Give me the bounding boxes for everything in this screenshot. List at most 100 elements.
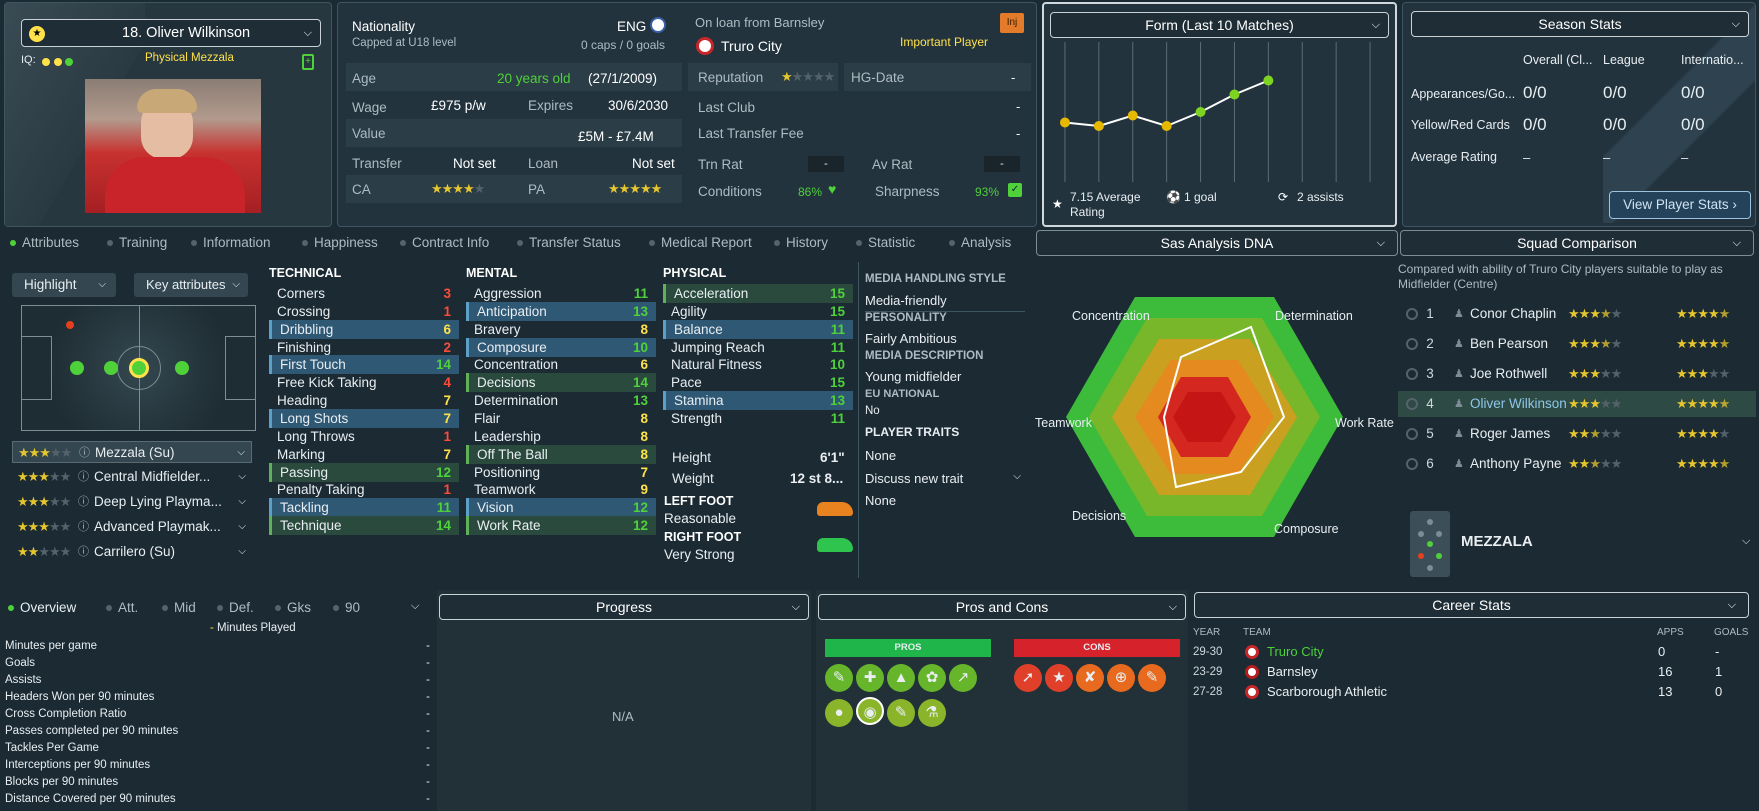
whistle-icon[interactable]: ➚ xyxy=(1014,664,1042,692)
star-icon[interactable]: ★ xyxy=(1045,664,1073,692)
key-attributes-dropdown[interactable]: Key attributes ⌵ xyxy=(134,273,248,297)
tab-happiness[interactable]: Happiness xyxy=(302,235,378,250)
squad-row[interactable]: 4 ♟ Oliver Wilkinson ★★★★★ ★★★★★ xyxy=(1398,391,1756,417)
trend-icon[interactable]: ↗ xyxy=(949,664,977,692)
crosshair-icon[interactable]: ⊕ xyxy=(1107,664,1135,692)
caps-text: 0 caps / 0 goals xyxy=(581,38,666,52)
person-icon: ♟ xyxy=(1454,308,1464,320)
chevron-down-icon[interactable]: ⌵ xyxy=(411,600,420,612)
form-point[interactable] xyxy=(1263,75,1274,86)
form-point[interactable] xyxy=(1127,110,1138,121)
proscons-dropdown[interactable]: Pros and Cons ⌵ xyxy=(818,594,1186,620)
squad-row[interactable]: 5 ♟ Roger James ★★★★★ ★★★★★ xyxy=(1398,421,1756,447)
tab-training[interactable]: Training xyxy=(107,235,167,250)
form-point[interactable] xyxy=(1161,121,1172,131)
radio-icon[interactable] xyxy=(1406,428,1418,440)
overview-tab[interactable]: Overview xyxy=(8,600,76,615)
season-cell: 0/0 xyxy=(1523,83,1547,102)
highlight-dropdown[interactable]: Highlight ⌵ xyxy=(12,273,116,297)
overview-gks-tab[interactable]: Gks xyxy=(275,600,311,615)
squad-player-name[interactable]: Ben Pearson xyxy=(1470,336,1549,351)
transfer-value[interactable]: Not set xyxy=(453,156,496,171)
overview-row: Goals - xyxy=(5,655,430,672)
squad-row[interactable]: 1 ♟ Conor Chaplin ★★★★★ ★★★★★ xyxy=(1398,301,1756,327)
tab-medical-report[interactable]: Medical Report xyxy=(649,235,752,250)
attribute-row: Jumping Reach 11 xyxy=(663,338,853,357)
squad-player-name[interactable]: Roger James xyxy=(1470,426,1551,441)
tab-contract-info[interactable]: Contract Info xyxy=(400,235,489,250)
role-row[interactable]: ★★★★★ ⓘ Central Midfielder... ⌵ xyxy=(17,469,246,484)
loan-value[interactable]: Not set xyxy=(632,156,675,171)
tab-attributes[interactable]: Attributes xyxy=(10,235,79,250)
attribute-name: Flair xyxy=(474,410,501,426)
hg-label: HG-Date xyxy=(851,70,905,85)
role-row[interactable]: ★★★★★ ⓘ Mezzala (Su) ⌵ xyxy=(12,441,252,463)
radio-icon[interactable] xyxy=(1406,308,1418,320)
radio-icon[interactable] xyxy=(1406,338,1418,350)
flask-icon[interactable]: ⚗ xyxy=(918,699,946,727)
form-point[interactable] xyxy=(1059,117,1070,128)
pass-icon[interactable]: ✚ xyxy=(856,664,884,692)
squad-row[interactable]: 2 ♟ Ben Pearson ★★★★★ ★★★★★ xyxy=(1398,331,1756,357)
role-row[interactable]: ★★★★★ ⓘ Deep Lying Playma... ⌵ xyxy=(17,494,246,509)
career-team[interactable]: Barnsley xyxy=(1267,664,1318,679)
squad-row[interactable]: 3 ♟ Joe Rothwell ★★★★★ ★★★★★ xyxy=(1398,361,1756,387)
radio-icon[interactable] xyxy=(1406,398,1418,410)
form-point[interactable] xyxy=(1195,107,1206,117)
overview-90-tab[interactable]: 90 xyxy=(333,600,360,615)
view-player-stats-button[interactable]: View Player Stats › xyxy=(1609,191,1751,219)
discuss-trait-dropdown[interactable]: Discuss new trait ⌵ xyxy=(865,471,1021,486)
squad-dropdown[interactable]: Squad Comparison ⌵ xyxy=(1400,230,1754,256)
career-row[interactable]: 29-30 Truro City 0 - xyxy=(1193,642,1759,662)
target-icon[interactable]: ◉ xyxy=(856,697,884,725)
role-row[interactable]: ★★★★★ ⓘ Advanced Playmak... ⌵ xyxy=(17,519,246,534)
form-dropdown[interactable]: Form (Last 10 Matches) ⌵ xyxy=(1050,12,1389,38)
radio-icon[interactable] xyxy=(1406,368,1418,380)
squad-player-name[interactable]: Oliver Wilkinson xyxy=(1470,396,1567,411)
squad-rank: 3 xyxy=(1426,366,1434,381)
career-year: 29-30 xyxy=(1193,646,1223,658)
dna-label-decisions: Decisions xyxy=(1072,509,1127,523)
clipboard-icon[interactable]: ✎ xyxy=(887,699,915,727)
career-dropdown[interactable]: Career Stats ⌵ xyxy=(1194,592,1749,618)
injury-badge[interactable]: Inj xyxy=(1000,13,1024,33)
career-apps: 0 xyxy=(1658,644,1666,659)
club-name[interactable]: Truro City xyxy=(721,38,782,54)
tab-transfer-status[interactable]: Transfer Status xyxy=(517,235,621,250)
attribute-name: Determination xyxy=(474,393,559,409)
attribute-row: Long Throws 1 xyxy=(269,427,459,446)
squad-player-name[interactable]: Anthony Payne xyxy=(1470,456,1562,471)
form-point[interactable] xyxy=(1229,89,1240,100)
overview-mid-tab[interactable]: Mid xyxy=(162,600,196,615)
career-team[interactable]: Truro City xyxy=(1267,644,1324,659)
clipboard-icon[interactable]: + xyxy=(302,54,314,70)
tab-history[interactable]: History xyxy=(774,235,828,250)
dna-dropdown[interactable]: Sas Analysis DNA ⌵ xyxy=(1036,230,1398,256)
kick-icon[interactable]: ✘ xyxy=(1076,664,1104,692)
form-point[interactable] xyxy=(1093,121,1104,131)
progress-dropdown[interactable]: Progress ⌵ xyxy=(439,594,809,620)
career-row[interactable]: 23-29 Barnsley 16 1 xyxy=(1193,662,1759,682)
overview-def-tab[interactable]: Def. xyxy=(217,600,254,615)
pros-icons-row2: ● ◉ ✎ ⚗ xyxy=(825,697,995,727)
tab-information[interactable]: Information xyxy=(191,235,271,250)
nation-code: ENG xyxy=(617,19,647,34)
document-icon[interactable]: ✎ xyxy=(1138,664,1166,692)
boot-icon[interactable]: ▲ xyxy=(887,664,915,692)
career-row[interactable]: 27-28 Scarborough Athletic 13 0 xyxy=(1193,682,1759,702)
tab-statistic[interactable]: Statistic xyxy=(856,235,915,250)
document-icon[interactable]: ✎ xyxy=(825,664,853,692)
squad-row[interactable]: 6 ♟ Anthony Payne ★★★★★ ★★★★★ xyxy=(1398,451,1756,477)
chevron-down-icon[interactable]: ⌵ xyxy=(1742,535,1751,547)
squad-player-name[interactable]: Conor Chaplin xyxy=(1470,306,1557,321)
radio-icon[interactable] xyxy=(1406,458,1418,470)
leaf-icon[interactable]: ✿ xyxy=(918,664,946,692)
overview-att-tab[interactable]: Att. xyxy=(106,600,138,615)
player-name-dropdown[interactable]: 18. Oliver Wilkinson ⌵ xyxy=(21,19,321,47)
squad-player-name[interactable]: Joe Rothwell xyxy=(1470,366,1548,381)
season-dropdown[interactable]: Season Stats ⌵ xyxy=(1411,11,1749,37)
head-icon[interactable]: ● xyxy=(825,699,853,727)
role-row[interactable]: ★★★★★ ⓘ Carrilero (Su) ⌵ xyxy=(17,544,246,559)
career-team[interactable]: Scarborough Athletic xyxy=(1267,684,1387,699)
tab-analysis[interactable]: Analysis xyxy=(949,235,1011,250)
